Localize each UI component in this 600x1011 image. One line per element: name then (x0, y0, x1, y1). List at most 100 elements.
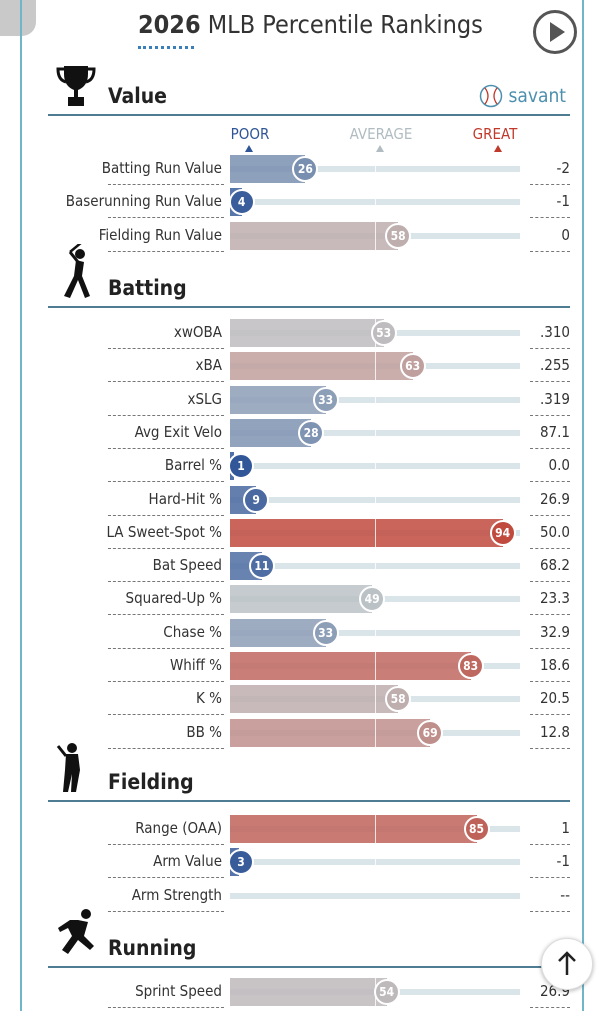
metric-value: 87.1 (539, 422, 570, 441)
percentile-badge[interactable]: 26 (292, 156, 319, 182)
row-divider (530, 184, 570, 185)
play-icon (550, 22, 565, 42)
metric-row: Chase % 33 32.9 (48, 616, 570, 649)
window-corner (0, 0, 36, 36)
metric-row: Arm Value 3 -1 (48, 845, 570, 879)
percentile-badge[interactable]: 3 (228, 849, 254, 876)
row-divider (108, 844, 224, 845)
percentile-bar (230, 618, 326, 647)
percentile-badge[interactable]: 4 (228, 189, 255, 216)
row-divider (530, 1007, 570, 1008)
percentile-track: 26 (230, 155, 520, 183)
metric-row: Bat Speed 11 68.2 (48, 549, 570, 583)
metric-value: 32.9 (539, 622, 570, 641)
row-divider (108, 184, 224, 185)
metric-label: Baserunning Run Value (65, 192, 222, 211)
metric-row: xSLG 33 .319 (48, 383, 570, 416)
row-divider (530, 714, 570, 716)
row-divider (108, 681, 224, 682)
scroll-to-top-button[interactable] (541, 938, 593, 990)
metric-value: -2 (556, 159, 570, 177)
percentile-bar (230, 418, 312, 447)
percentile-bar (230, 518, 503, 547)
row-divider (530, 547, 570, 549)
scale-average-label: AVERAGE (349, 125, 413, 143)
percentile-badge[interactable]: 9 (243, 486, 270, 513)
average-marker-icon (376, 145, 384, 152)
metric-label: Chase % (163, 622, 222, 641)
percentile-bar (230, 815, 477, 843)
row-divider (530, 581, 570, 583)
percentile-track: 1 (228, 452, 520, 481)
metric-label: Whiff % (169, 656, 222, 674)
section-title: Running (108, 936, 197, 960)
row-divider (530, 447, 570, 449)
scale-poor-label: POOR (230, 125, 270, 143)
batter-icon (56, 241, 96, 304)
percentile-track: 58 (230, 685, 520, 714)
metric-label: K % (196, 689, 222, 708)
row-divider (108, 481, 224, 483)
row-divider (530, 514, 570, 516)
percentile-badge[interactable]: 1 (228, 453, 254, 480)
metric-row: Arm Strength -- (48, 879, 570, 912)
metric-label: Barrel % (164, 456, 222, 475)
metric-label: Batting Run Value (101, 159, 222, 177)
metric-label: Arm Strength (131, 885, 222, 904)
metric-label: Hard-Hit % (148, 489, 222, 508)
metric-row: Sprint Speed 54 26.9 (48, 975, 570, 1008)
metric-value: .319 (539, 389, 570, 408)
percentile-badge[interactable]: 53 (370, 320, 397, 346)
percentile-track: 54 (230, 978, 520, 1006)
row-divider (108, 250, 224, 252)
metric-label: Range (OAA) (135, 819, 222, 837)
metric-row: Barrel % 1 0.0 (48, 449, 570, 483)
percentile-badge[interactable]: 94 (489, 519, 516, 546)
metric-value: 50.0 (539, 522, 570, 541)
row-divider (530, 647, 570, 649)
percentile-badge[interactable]: 63 (399, 353, 426, 380)
percentile-badge[interactable]: 58 (385, 686, 412, 713)
percentile-badge[interactable]: 69 (417, 719, 444, 746)
metric-label: Sprint Speed (135, 982, 222, 1000)
percentile-badge[interactable]: 54 (373, 979, 400, 1005)
row-divider (530, 414, 570, 416)
percentile-badge[interactable]: 33 (312, 619, 339, 646)
percentile-badge[interactable]: 49 (359, 586, 386, 613)
trophy-icon (56, 64, 96, 112)
metric-label: Fielding Run Value (98, 225, 222, 244)
percentile-badge[interactable]: 33 (312, 386, 339, 413)
savant-logo[interactable]: savant (479, 84, 566, 108)
metric-label: xBA (195, 356, 222, 375)
row-divider (108, 447, 224, 449)
percentile-badge[interactable]: 11 (248, 553, 275, 580)
row-divider (530, 844, 570, 845)
percentile-bar (230, 221, 399, 250)
percentile-track: 63 (230, 352, 520, 381)
percentile-badge[interactable]: 28 (298, 419, 325, 446)
percentile-badge[interactable]: 85 (463, 816, 490, 842)
percentile-track: 9 (230, 485, 520, 514)
poor-marker-icon (245, 145, 253, 152)
metric-row: Avg Exit Velo 28 87.1 (48, 416, 570, 449)
percentile-badge[interactable]: 83 (457, 653, 484, 679)
title-underline (138, 46, 194, 49)
section-header-fielding: Fielding (48, 743, 570, 802)
metric-value: .255 (539, 356, 570, 375)
metric-row: LA Sweet-Spot % 94 50.0 (48, 516, 570, 549)
percentile-bar (230, 352, 413, 381)
metric-value: 12.8 (539, 722, 570, 741)
section-title: Fielding (108, 770, 194, 794)
metric-value: 1 (561, 819, 570, 837)
metric-row: Whiff % 83 18.6 (48, 649, 570, 682)
section-header-batting: Batting (48, 241, 570, 308)
percentile-track: 69 (230, 718, 520, 747)
play-button[interactable] (533, 10, 577, 54)
metric-row: Batting Run Value 26 -2 (48, 152, 570, 185)
row-divider (530, 348, 570, 349)
row-divider (530, 481, 570, 483)
section-title: Value (108, 84, 167, 108)
percentile-bar (230, 652, 471, 680)
percentile-badge[interactable]: 58 (385, 222, 412, 249)
metric-row: K % 58 20.5 (48, 682, 570, 716)
